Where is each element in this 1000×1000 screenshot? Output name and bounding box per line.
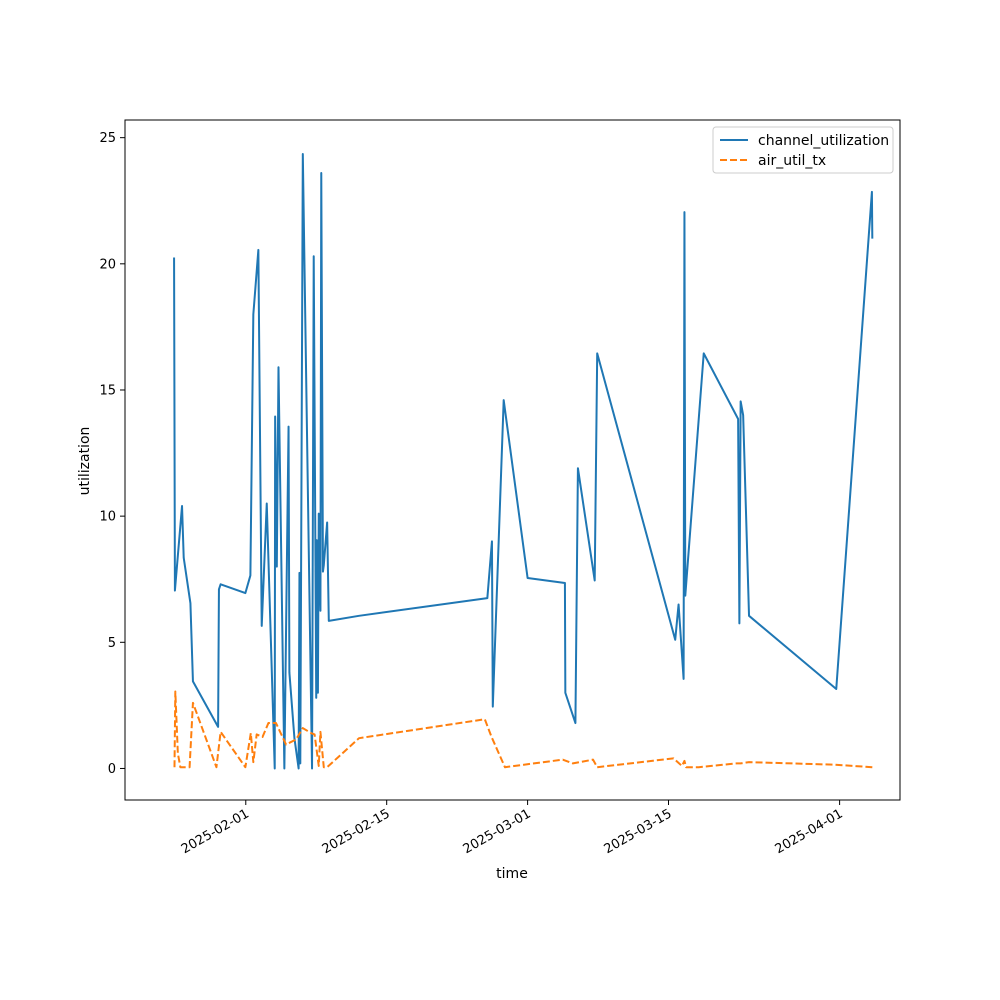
y-tick-label: 5 xyxy=(108,636,116,651)
axes-frame xyxy=(124,119,901,801)
x-tick-label: 2025-02-15 xyxy=(320,806,393,857)
legend-label-air-util-tx: air_util_tx xyxy=(758,153,826,169)
series-line-air-util-tx xyxy=(173,690,873,769)
legend-box xyxy=(712,126,894,174)
y-tick-label: 20 xyxy=(99,257,116,272)
y-tick-label: 0 xyxy=(108,762,116,777)
x-axis: 2025-02-01 2025-02-15 2025-03-01 2025-03-15… xyxy=(179,800,846,857)
x-tick-label: 2025-04-01 xyxy=(773,806,846,857)
series-line-channel-utilization xyxy=(173,153,874,770)
x-tick-label: 2025-02-01 xyxy=(179,806,252,857)
y-tick-label: 25 xyxy=(99,131,116,146)
plot-area xyxy=(173,153,874,770)
y-axis-label: utilization xyxy=(77,427,93,496)
y-tick-label: 10 xyxy=(99,510,116,525)
x-tick-label: 2025-03-01 xyxy=(461,806,534,857)
y-axis: 0 5 10 15 20 25 xyxy=(99,131,125,777)
y-tick-label: 15 xyxy=(99,383,116,398)
x-tick-label: 2025-03-15 xyxy=(602,806,675,857)
legend: channel_utilization air_util_tx xyxy=(712,126,894,174)
legend-label-channel-utilization: channel_utilization xyxy=(758,133,889,149)
x-axis-label: time xyxy=(496,866,528,882)
